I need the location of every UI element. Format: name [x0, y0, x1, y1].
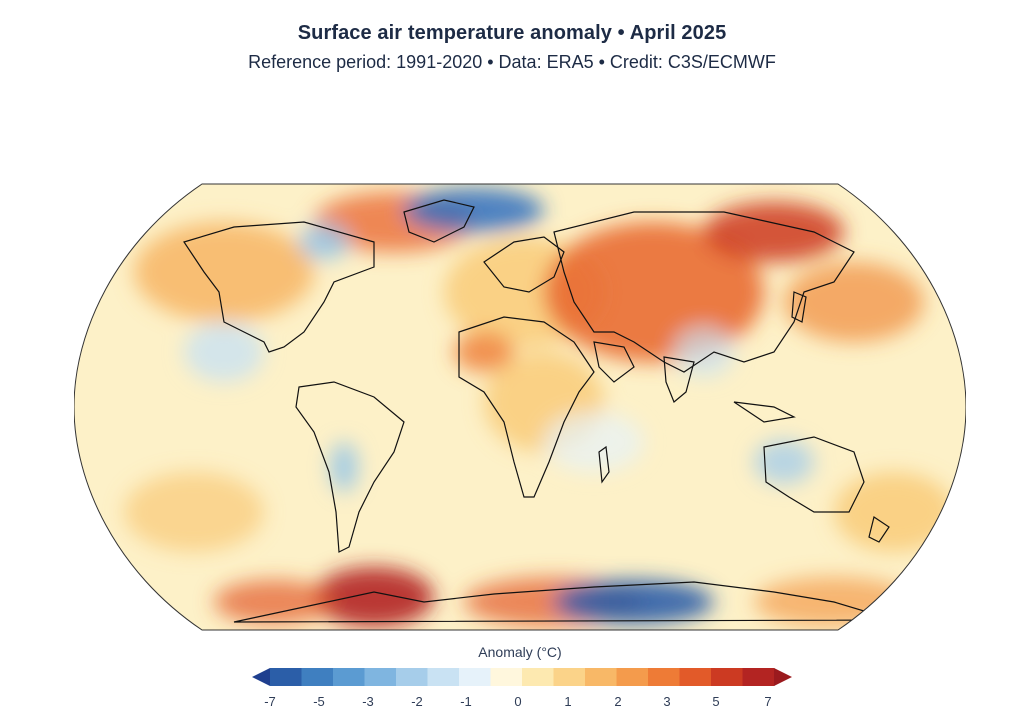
map-subtitle: Reference period: 1991-2020 • Data: ERA5…	[248, 52, 776, 72]
colorbar-segment	[742, 668, 775, 686]
world-anomaly-map	[73, 182, 967, 632]
colorbar-segment	[270, 668, 302, 686]
colorbar-min-arrow	[252, 668, 270, 686]
coastlines	[183, 199, 895, 623]
colorbar-tick-label: 1	[564, 694, 572, 709]
legend-title: Anomaly (°C)	[478, 644, 562, 660]
colorbar-max-arrow	[774, 668, 792, 686]
colorbar-segment	[396, 668, 428, 686]
colorbar-tick-label: -1	[460, 694, 472, 709]
colorbar-segment	[522, 668, 554, 686]
colorbar-segment	[364, 668, 397, 686]
colorbar-segment	[553, 668, 586, 686]
colorbar-tick-label: -2	[411, 694, 423, 709]
colorbar-segment	[585, 668, 617, 686]
colorbar-segment	[648, 668, 680, 686]
colorbar	[252, 668, 792, 686]
colorbar-segment	[459, 668, 491, 686]
colorbar-segment	[427, 668, 460, 686]
colorbar-segment	[679, 668, 712, 686]
colorbar-tick-label: -3	[362, 694, 374, 709]
colorbar-segment	[490, 668, 523, 686]
colorbar-tick-label: -5	[313, 694, 325, 709]
colorbar-segment	[616, 668, 649, 686]
colorbar-tick-label: 5	[712, 694, 720, 709]
map-title: Surface air temperature anomaly • April …	[297, 22, 727, 44]
colorbar-segment	[711, 668, 743, 686]
colorbar-ticks: -7 -5 -3 -2 -1 0 1 2 3 5 7	[252, 694, 792, 714]
colorbar-tick-label: -7	[264, 694, 276, 709]
colorbar-tick-label: 2	[614, 694, 622, 709]
anomaly-field	[74, 184, 966, 630]
colorbar-segment	[301, 668, 334, 686]
colorbar-segment	[333, 668, 365, 686]
colorbar-tick-label: 7	[764, 694, 772, 709]
colorbar-tick-label: 3	[663, 694, 671, 709]
colorbar-tick-label: 0	[514, 694, 522, 709]
map-frame	[73, 183, 967, 631]
